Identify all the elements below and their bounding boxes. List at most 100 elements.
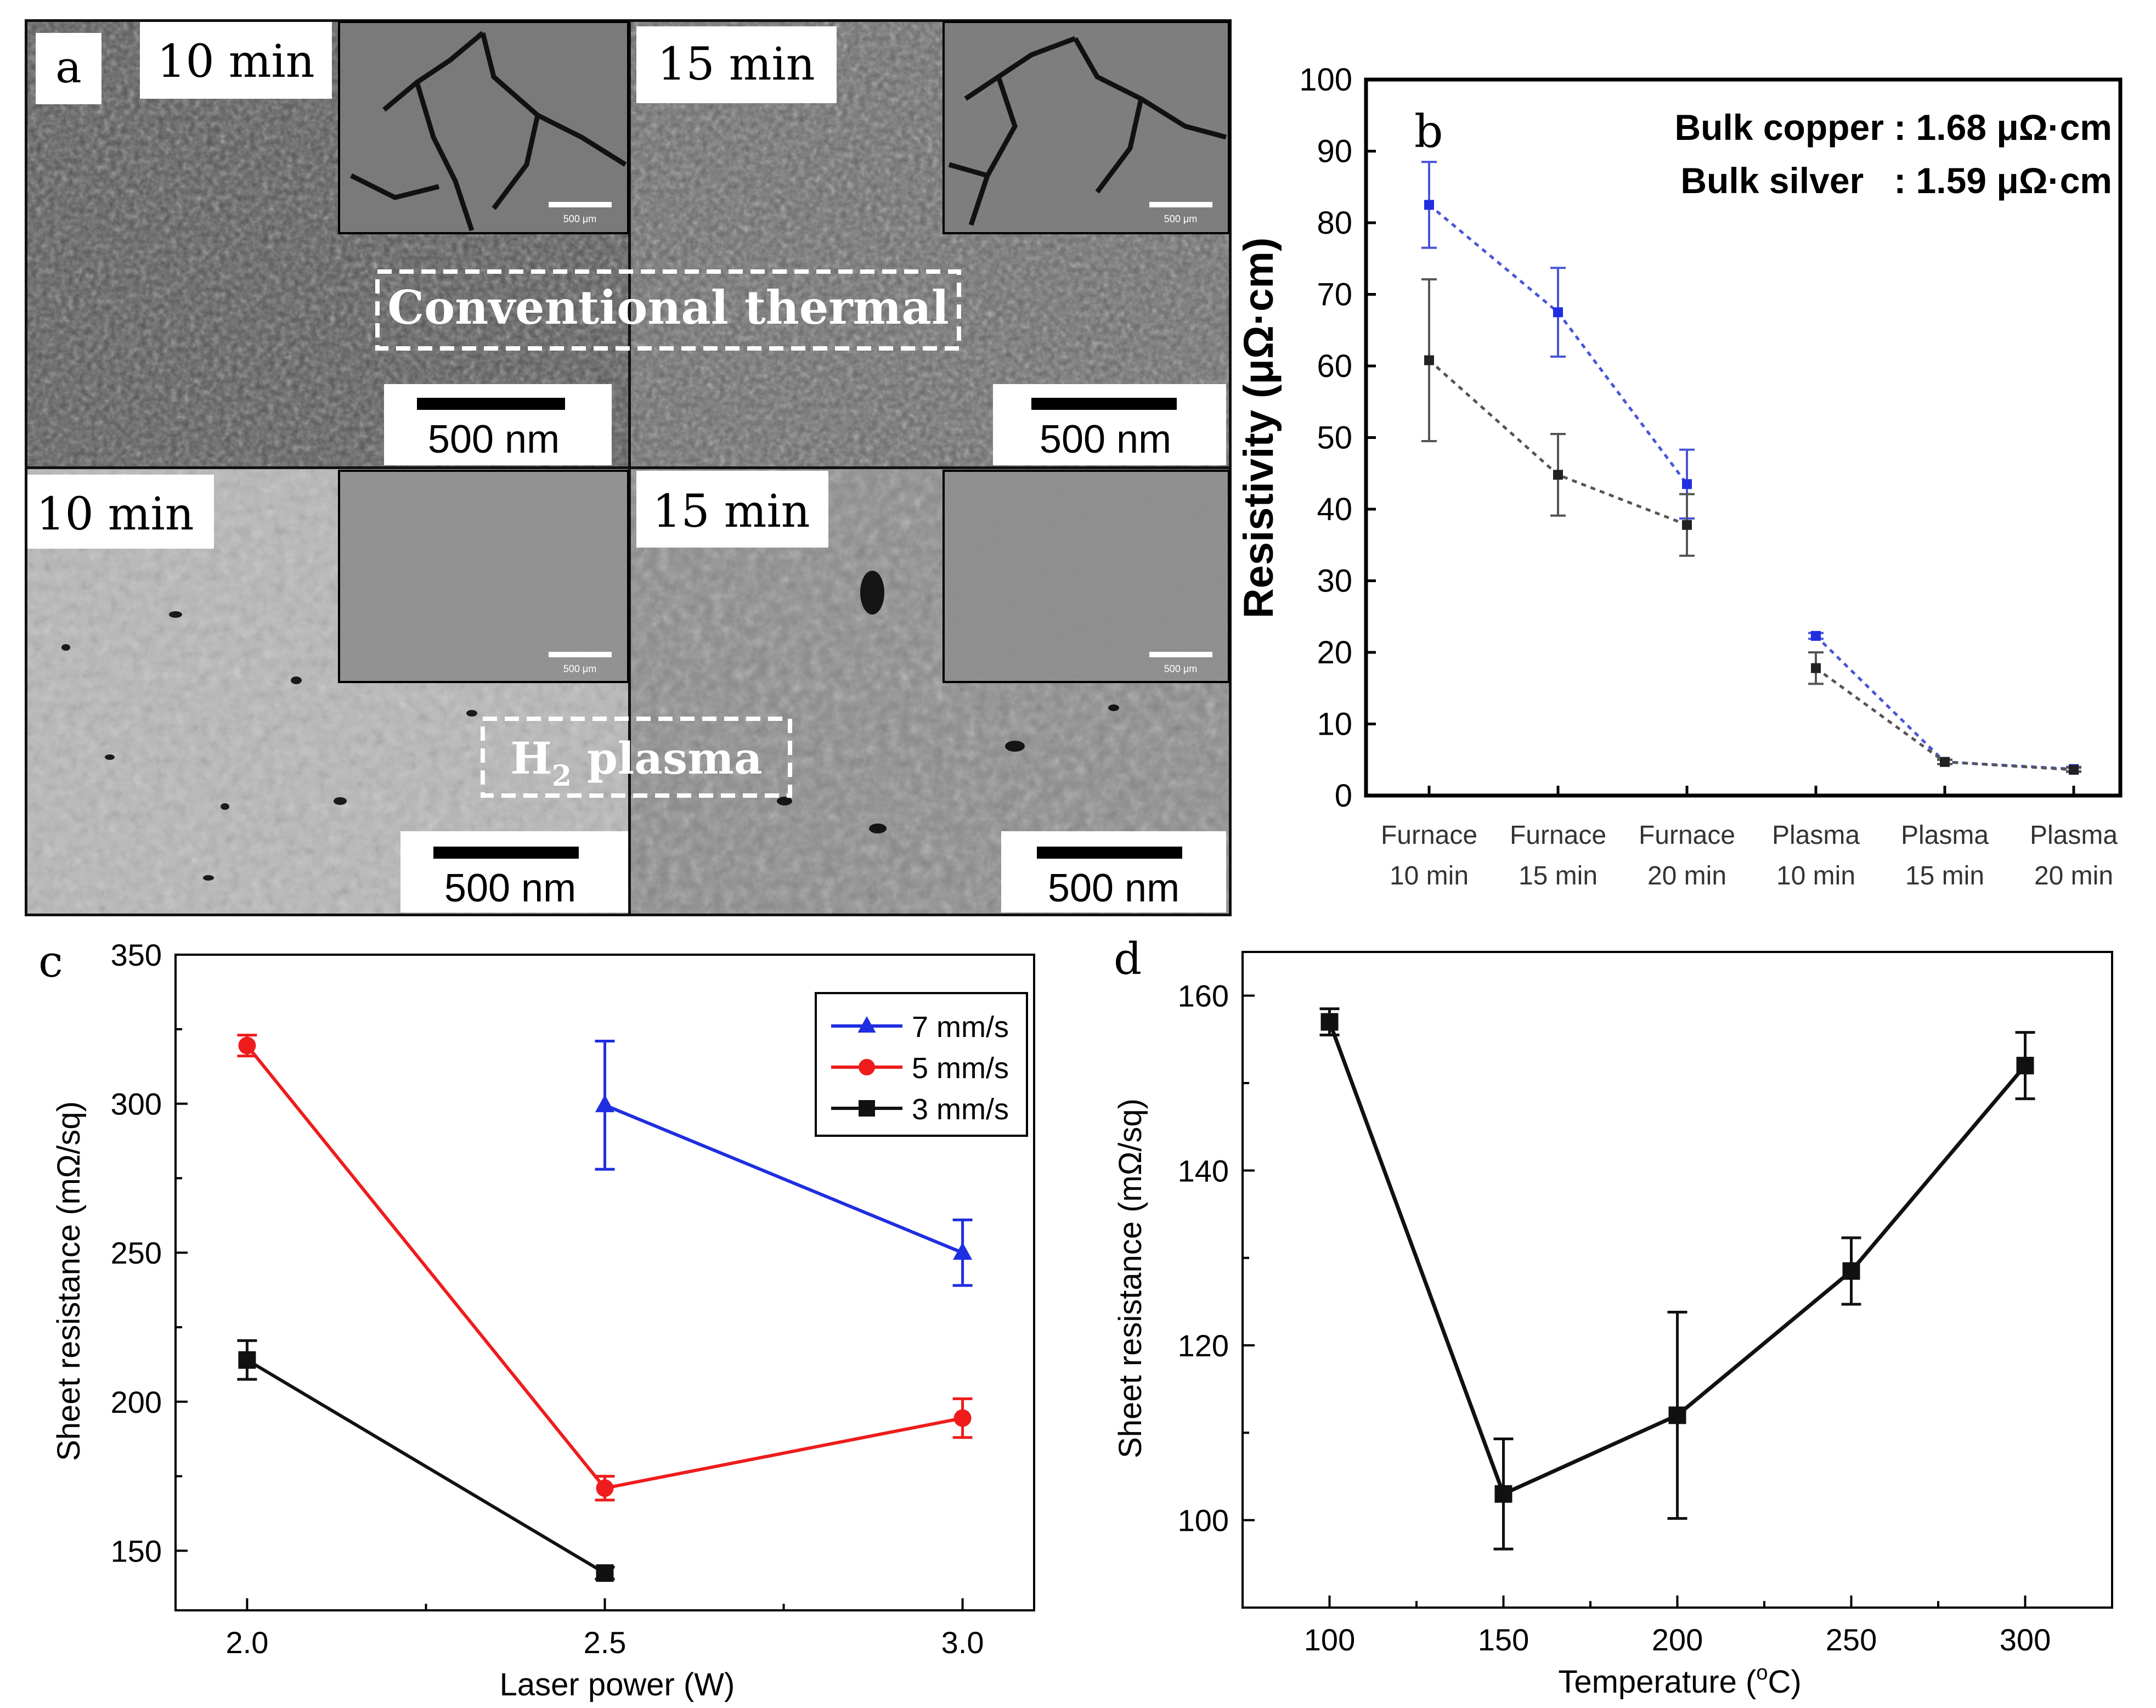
x-tick-label: 3.0	[941, 1625, 984, 1660]
y-tick-label: 60	[1317, 348, 1352, 384]
plot-series	[1319, 1007, 2035, 1551]
panel-b-chart: b Bulk copper : 1.68 μΩ·cm Bulk silver :…	[1235, 62, 2123, 890]
panel-a-letter-box	[36, 33, 101, 104]
data-point-square	[2069, 765, 2079, 775]
data-point-triangle	[857, 1016, 876, 1033]
scale-bar: 500 nm	[993, 384, 1226, 465]
data-point-square	[1668, 1406, 1686, 1424]
x-tick-label: Plasma	[1901, 821, 1989, 850]
scale-bar-label: 500 nm	[1048, 866, 1179, 910]
time-label-box	[140, 22, 332, 99]
data-point-square	[1424, 355, 1434, 365]
series-line-black	[1815, 667, 2074, 771]
data-point-triangle	[595, 1095, 615, 1113]
thermal-label: Conventional thermal	[387, 280, 949, 335]
thermal-label-frame	[375, 269, 961, 351]
y-tick-label: 300	[111, 1087, 162, 1121]
plot-series	[1421, 161, 2081, 775]
y-tick-label: 20	[1317, 635, 1352, 670]
scale-bar: 500 nm	[384, 384, 612, 465]
y-tick-label: 200	[111, 1385, 162, 1419]
series-line-0	[604, 1103, 963, 1254]
panel-c-chart: c Laser power (W) Sheet resistance (mΩ/s…	[38, 936, 1035, 1703]
scale-bar: 500 nm	[400, 831, 628, 912]
y-axis-label: Sheet resistance (mΩ/sq)	[1113, 1098, 1148, 1458]
plot-series	[237, 1034, 973, 1582]
data-point-square	[596, 1564, 614, 1582]
x-tick-label: 200	[1652, 1622, 1703, 1657]
x-tick-label: 250	[1826, 1622, 1877, 1657]
y-tick-label: 30	[1317, 563, 1352, 599]
data-point-circle	[238, 1036, 256, 1055]
time-label: 15 min	[652, 486, 810, 538]
data-point-square	[1320, 1013, 1339, 1031]
bulk-silver-annotation: Bulk silver : 1.59 μΩ·cm	[1680, 160, 2112, 201]
x-tick-label: 100	[1304, 1622, 1355, 1657]
data-point-circle	[859, 1059, 875, 1075]
x-tick-label: 300	[2000, 1622, 2051, 1657]
x-tick-label: 2.0	[225, 1625, 268, 1660]
x-axis: 100 150 200 250 300	[1304, 1596, 2051, 1657]
x-tick-label: Plasma	[2030, 821, 2118, 850]
scale-bar-label: 500 nm	[444, 866, 576, 910]
panel-d-chart: d Temperature (oC) Sheet resistance (mΩ/…	[1113, 933, 2113, 1700]
data-point-square	[1682, 520, 1692, 530]
data-point-square	[1494, 1485, 1512, 1503]
data-point-square	[1553, 470, 1563, 480]
inset-cracked-1: 500 μm	[338, 21, 629, 234]
x-axis-label: Laser power (W)	[500, 1667, 735, 1703]
panel-a-letter: a	[55, 42, 82, 93]
y-tick-label: 100	[1178, 1503, 1229, 1538]
time-label: 10 min	[157, 36, 314, 88]
inset-smooth-2: 500 μm	[942, 470, 1230, 683]
data-point-square	[1682, 479, 1692, 489]
legend-label: 5 mm/s	[912, 1052, 1009, 1085]
x-tick-label: Furnace	[1510, 821, 1606, 850]
y-tick-label: 50	[1317, 420, 1352, 456]
y-tick-label: 70	[1317, 277, 1352, 313]
data-point-square	[1811, 630, 1821, 641]
time-label-box	[636, 26, 837, 103]
data-point-square	[1940, 757, 1950, 767]
legend-box	[815, 992, 1028, 1137]
legend: 7 mm/s 5 mm/s 3 mm/s	[815, 992, 1028, 1137]
y-axis-label: Resistivity (μΩ·cm)	[1235, 238, 1282, 619]
y-tick-label: 350	[111, 938, 162, 972]
y-axis: 150 200 250 300 350	[111, 938, 188, 1568]
inset-scale-label: 500 μm	[563, 213, 596, 224]
x-axis: Furnace 10 min Furnace 15 min Furnace 20 min P…	[1381, 786, 2118, 890]
scale-bar: 500 nm	[1001, 831, 1226, 912]
y-tick-label: 90	[1317, 134, 1352, 170]
panel-letter: b	[1414, 106, 1443, 158]
inset-smooth-1: 500 μm	[338, 470, 629, 683]
y-axis: 100 120 140 160	[1178, 979, 1255, 1538]
y-tick-label: 100	[1299, 62, 1352, 98]
y-tick-label: 120	[1178, 1328, 1229, 1363]
y-axis: 0 10 20 30 40 50 60 70 80 90 100	[1299, 62, 1376, 814]
y-tick-label: 250	[111, 1236, 162, 1270]
series-line-2	[246, 1358, 606, 1575]
y-tick-label: 80	[1317, 205, 1352, 241]
data-point-circle	[596, 1479, 614, 1497]
time-label-box	[636, 471, 828, 548]
x-tick-label: 15 min	[1519, 861, 1598, 890]
x-tick-label: 20 min	[2034, 861, 2113, 890]
inset-scale-label: 500 μm	[1164, 663, 1197, 674]
legend-label: 3 mm/s	[912, 1093, 1009, 1126]
x-tick-label: 20 min	[1647, 861, 1726, 890]
x-tick-label: 2.5	[584, 1625, 627, 1660]
plasma-label-frame	[481, 717, 792, 798]
data-point-square	[859, 1100, 875, 1117]
x-axis: 2.0 2.5 3.0	[174, 1598, 1035, 1660]
x-tick-label: 15 min	[1905, 861, 1984, 890]
panel-a: 500 μm 500 μm 500 μm 500 μm a 10 min 15 …	[25, 19, 1232, 916]
inset-scale-label: 500 μm	[1164, 213, 1197, 224]
x-tick-label: 150	[1478, 1622, 1529, 1657]
series-line-blue	[1428, 204, 1688, 485]
inset-cracked-2: 500 μm	[942, 21, 1230, 234]
data-point-circle	[953, 1409, 972, 1427]
y-tick-label: 140	[1178, 1153, 1229, 1188]
data-point-square	[238, 1351, 256, 1369]
data-point-square	[1842, 1262, 1860, 1280]
panel-letter: d	[1114, 933, 1142, 984]
